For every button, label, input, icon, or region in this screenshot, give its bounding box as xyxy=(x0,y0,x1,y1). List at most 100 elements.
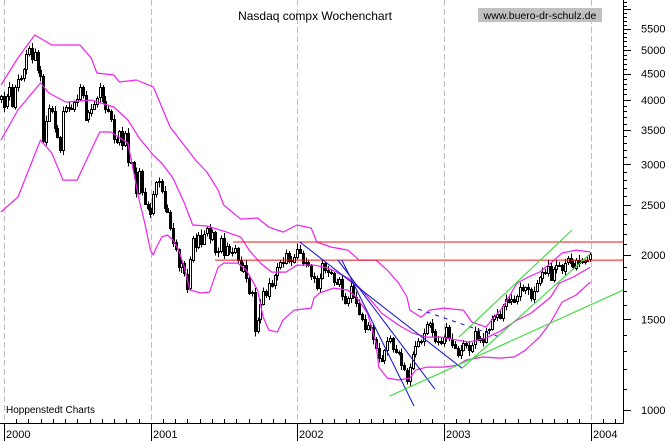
candle-up xyxy=(211,229,214,241)
y-tick-label: 2500 xyxy=(641,200,665,212)
candle-up xyxy=(445,323,448,342)
candle-up xyxy=(519,282,522,302)
candle-up xyxy=(206,226,209,237)
candle-body xyxy=(406,370,409,382)
candle-up xyxy=(93,100,96,111)
candle-down xyxy=(54,105,57,133)
candle-body xyxy=(28,48,31,55)
chart-title: Nasdaq compx Wochenchart xyxy=(238,9,393,23)
candle-body xyxy=(502,306,505,319)
candle-body xyxy=(158,181,161,183)
candle-body xyxy=(149,208,152,215)
candle-body xyxy=(321,263,324,279)
candle-down xyxy=(31,43,34,64)
candle-down xyxy=(395,345,398,354)
candle-up xyxy=(45,115,48,146)
candle-body xyxy=(169,212,172,229)
candle-body xyxy=(364,319,367,330)
candle-up xyxy=(471,342,474,354)
candle-body xyxy=(172,228,175,244)
bollinger-band-lower xyxy=(0,131,591,381)
candle-up xyxy=(192,236,195,263)
candle-up xyxy=(510,293,513,306)
candle-up xyxy=(539,275,542,287)
candle-up xyxy=(90,103,93,117)
candle-body xyxy=(386,341,389,351)
candle-down xyxy=(499,310,502,320)
candle-body xyxy=(400,353,403,366)
candle-body xyxy=(491,319,494,330)
candle-up xyxy=(338,277,341,287)
y-tick-label: 4500 xyxy=(641,69,665,81)
candle-up xyxy=(347,296,350,307)
candle-up xyxy=(268,278,271,300)
candle-body xyxy=(87,112,90,120)
candle-body xyxy=(541,272,544,279)
candle-down xyxy=(316,275,319,291)
x-tick-label: 2002 xyxy=(299,429,323,441)
candle-body xyxy=(192,238,195,261)
candle-body xyxy=(570,258,573,264)
candle-body xyxy=(265,291,268,296)
y-tick-label: 4000 xyxy=(641,95,665,107)
x-tick-label: 2004 xyxy=(593,429,617,441)
candle-down xyxy=(361,312,364,322)
candle-body xyxy=(155,182,158,195)
candle-body xyxy=(110,111,113,120)
candle-body xyxy=(445,327,448,338)
candle-body xyxy=(550,266,553,281)
candle-body xyxy=(519,287,522,297)
candle-body xyxy=(161,181,164,192)
dashed-average-line xyxy=(417,308,501,338)
candle-down xyxy=(440,337,443,345)
candle-body xyxy=(344,296,347,304)
candle-body xyxy=(347,298,350,304)
candle-body xyxy=(48,108,51,122)
candle-up xyxy=(383,348,386,364)
candle-down xyxy=(51,106,54,114)
candle-body xyxy=(268,283,271,297)
candle-body xyxy=(99,87,102,98)
candle-body xyxy=(319,278,322,289)
candle-body xyxy=(561,265,564,271)
candle-body xyxy=(133,162,136,172)
candle-down xyxy=(214,231,217,256)
candle-body xyxy=(20,78,23,80)
candle-body xyxy=(414,346,417,355)
candle-body xyxy=(378,348,381,359)
bollinger-band-middle xyxy=(0,82,591,343)
bollinger-band-upper xyxy=(0,34,591,328)
candle-body xyxy=(274,275,277,286)
candle-up xyxy=(426,321,429,336)
candle-down xyxy=(364,314,367,334)
candle-body xyxy=(440,341,443,344)
candle-up xyxy=(564,258,567,276)
candle-down xyxy=(530,287,533,302)
candle-body xyxy=(420,341,423,343)
candle-up xyxy=(79,83,82,101)
candle-body xyxy=(462,343,465,351)
candle-up xyxy=(547,260,550,277)
candle-body xyxy=(468,345,471,351)
candle-up xyxy=(6,94,9,109)
candle-down xyxy=(406,368,409,385)
candle-body xyxy=(333,273,336,283)
candle-down xyxy=(144,188,147,205)
candle-down xyxy=(39,65,42,82)
candle-body xyxy=(141,171,144,193)
candle-body xyxy=(189,259,192,289)
candle-body xyxy=(178,249,181,268)
candle-body xyxy=(431,323,434,333)
candle-body xyxy=(90,109,93,114)
candle-up xyxy=(189,256,192,291)
candle-up xyxy=(124,130,127,148)
candle-up xyxy=(555,260,558,274)
candle-body xyxy=(6,96,9,107)
candle-down xyxy=(400,348,403,370)
candle-body xyxy=(231,252,234,254)
candle-body xyxy=(310,265,313,277)
candle-down xyxy=(161,178,164,194)
candle-down xyxy=(468,341,471,356)
